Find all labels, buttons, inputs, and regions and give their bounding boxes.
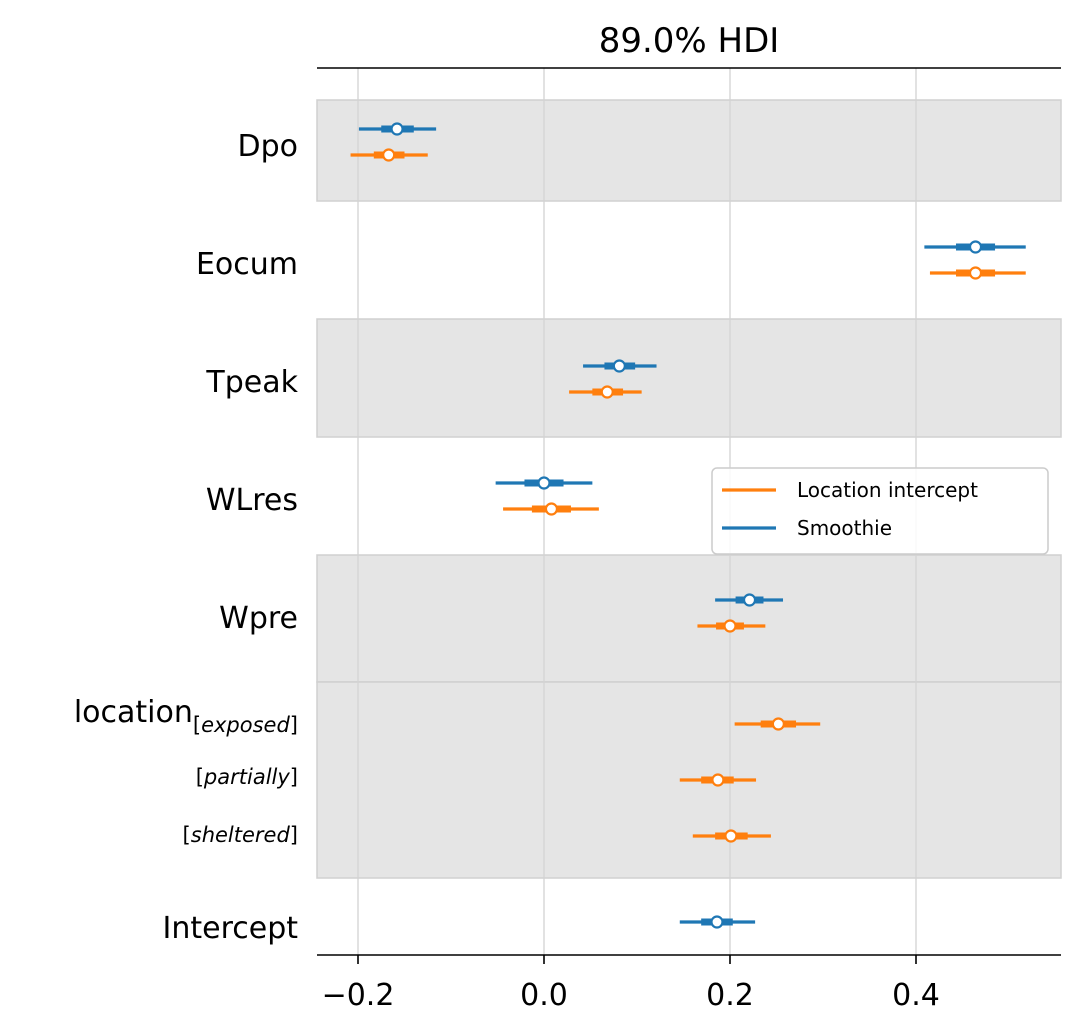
median-tpeak-location-intercept (600, 385, 614, 399)
legend-label-0: Location intercept (797, 478, 978, 502)
row-label-eocum: Eocum (196, 247, 298, 282)
row-labels: DpoEocumTpeakWLresWprelocation[exposed][… (74, 129, 299, 946)
x-axis: −0.2 0.0 0.2 0.4 (317, 67, 1061, 1013)
median-eocum-smoothie (968, 240, 983, 254)
x-tick-label-2: 0.2 (706, 978, 754, 1013)
legend: Location intercept Smoothie (711, 467, 1049, 555)
plot-marks (350, 122, 1026, 929)
row-label-sub: [exposed] (193, 713, 298, 737)
band-tpeak (316, 318, 1062, 438)
median-dpo-location-intercept (382, 148, 396, 162)
median-wlres-smoothie (537, 476, 551, 490)
row-bands (316, 99, 1062, 879)
row-label-wpre: Wpre (219, 601, 298, 636)
row-label-sheltered: [sheltered] (183, 823, 298, 847)
median-wpre-smoothie (742, 593, 757, 607)
band-dpo (316, 99, 1062, 202)
median-location-partially-location-intercept (711, 773, 725, 787)
row-label-location: location[exposed] (74, 695, 298, 737)
legend-label-1: Smoothie (797, 516, 892, 540)
median-wlres-location-intercept (544, 502, 559, 516)
median-tpeak-smoothie (612, 359, 626, 373)
x-tick-label-3: 0.4 (892, 978, 940, 1013)
median-eocum-location-intercept (968, 266, 983, 280)
median-wpre-location-intercept (723, 619, 737, 633)
median-dpo-smoothie (390, 122, 404, 136)
row-label-main: location (74, 695, 193, 730)
row-label-dpo: Dpo (238, 129, 299, 164)
band-wpre (316, 554, 1062, 683)
x-tick-label-1: 0.0 (520, 978, 568, 1013)
row-label-partially: [partially] (196, 765, 298, 789)
median-intercept-smoothie (710, 915, 724, 929)
legend-frame (711, 467, 1049, 555)
row-label-intercept: Intercept (162, 911, 298, 946)
x-tick-label-0: −0.2 (322, 978, 395, 1013)
row-label-tpeak: Tpeak (205, 365, 298, 400)
median-location-exposed-location-intercept (771, 717, 785, 731)
row-label-wlres: WLres (206, 483, 298, 518)
chart-title: 89.0% HDI (599, 21, 780, 61)
median-location-sheltered-location-intercept (724, 829, 738, 843)
